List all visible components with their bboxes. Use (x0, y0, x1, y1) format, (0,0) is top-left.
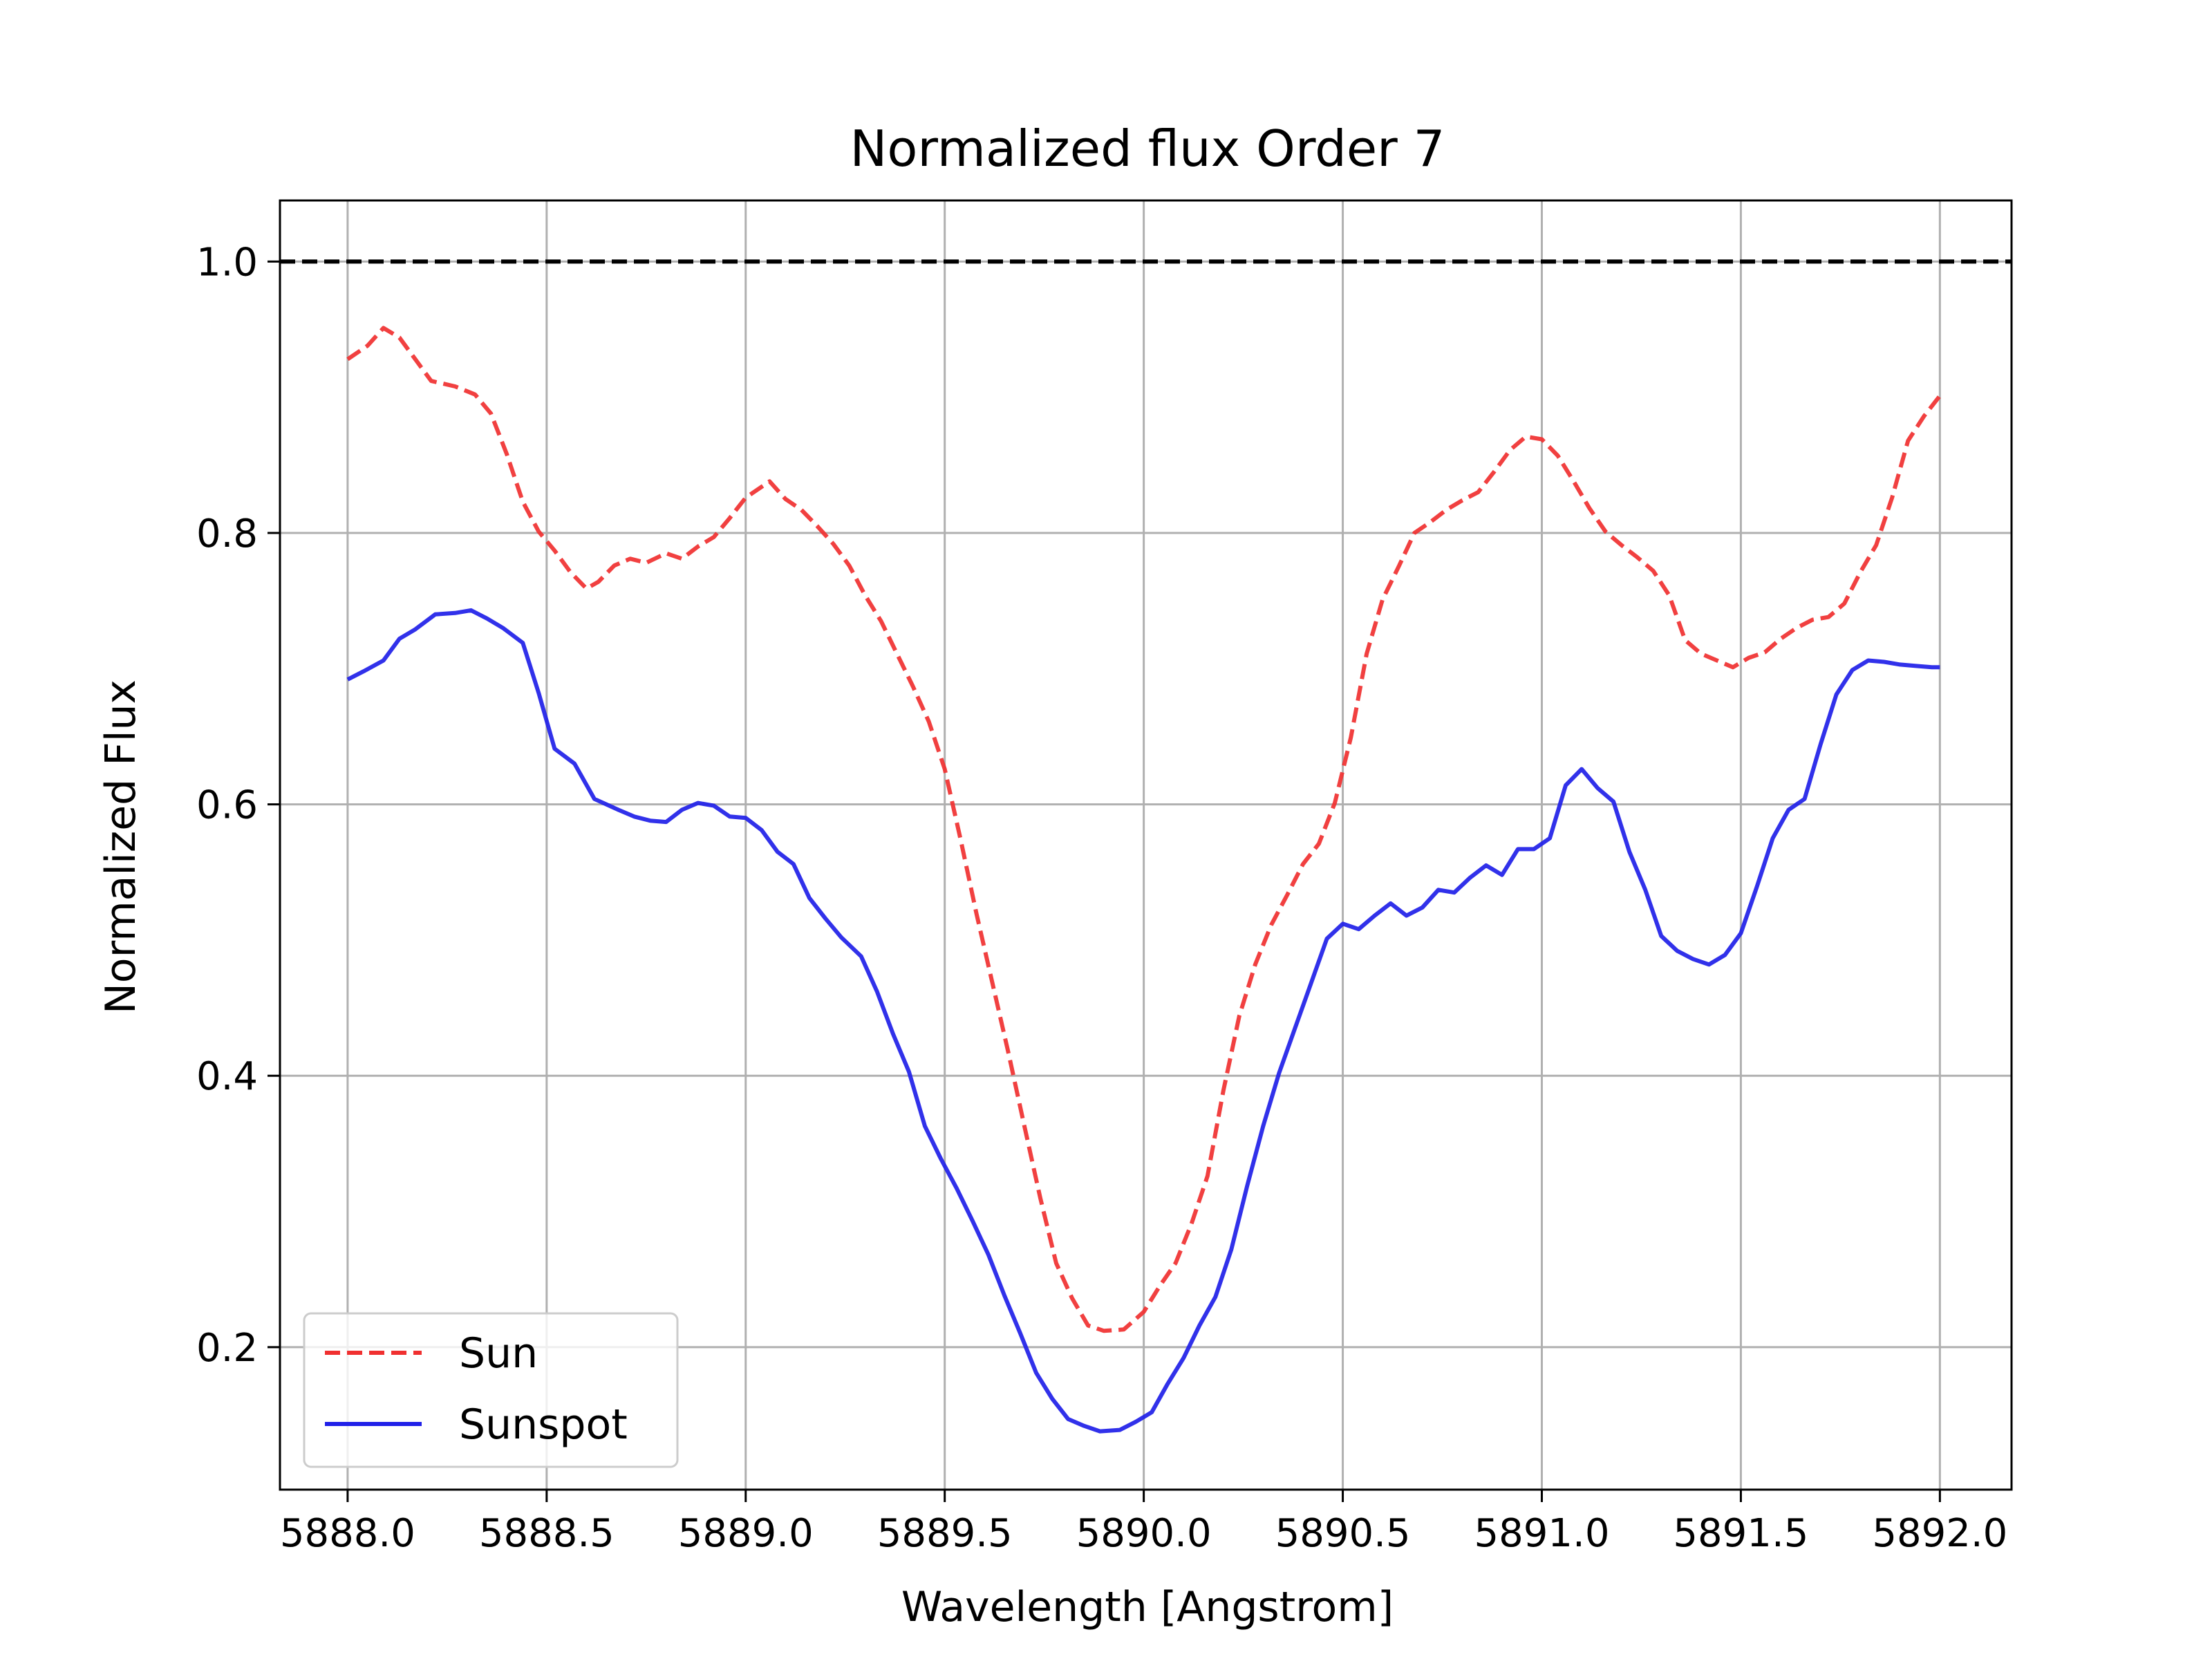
x-tick-label-4: 5890.0 (1076, 1511, 1212, 1556)
grid (280, 200, 2012, 1490)
x-tick-label-6: 5891.0 (1474, 1511, 1610, 1556)
x-tick-label-3: 5889.5 (877, 1511, 1013, 1556)
legend: Sun Sunspot (303, 1312, 679, 1468)
x-tick-label-2: 5889.0 (678, 1511, 814, 1556)
y-tick-label-4: 1.0 (196, 240, 258, 285)
y-axis-title: Normalized Flux (97, 679, 145, 1014)
legend-label-sun: Sun (459, 1329, 538, 1378)
x-tick-label-8: 5892.0 (1872, 1511, 2007, 1556)
series-line-sunspot (346, 608, 1940, 1434)
axis-ticks: 5888.0 5888.5 5889.0 5889.5 5890.0 5890.5 5891… (196, 240, 2007, 1556)
x-tick-label-0: 5888.0 (280, 1511, 415, 1556)
series-layer (346, 326, 1942, 1434)
x-tick-label-5: 5890.5 (1275, 1511, 1411, 1556)
legend-label-sunspot: Sunspot (459, 1400, 628, 1449)
x-axis-title: Wavelength [Angstrom] (901, 1583, 1394, 1631)
y-tick-label-0: 0.2 (196, 1326, 258, 1371)
plot-frame (279, 199, 2013, 1491)
x-tick-label-1: 5888.5 (479, 1511, 615, 1556)
y-tick-label-3: 0.8 (196, 512, 258, 556)
chart-title: Normalized flux Order 7 (850, 120, 1445, 178)
series-line-sun (346, 326, 1942, 1333)
x-tick-label-7: 5891.5 (1673, 1511, 1808, 1556)
y-tick-label-1: 0.4 (196, 1054, 258, 1099)
y-tick-label-2: 0.6 (196, 783, 258, 828)
